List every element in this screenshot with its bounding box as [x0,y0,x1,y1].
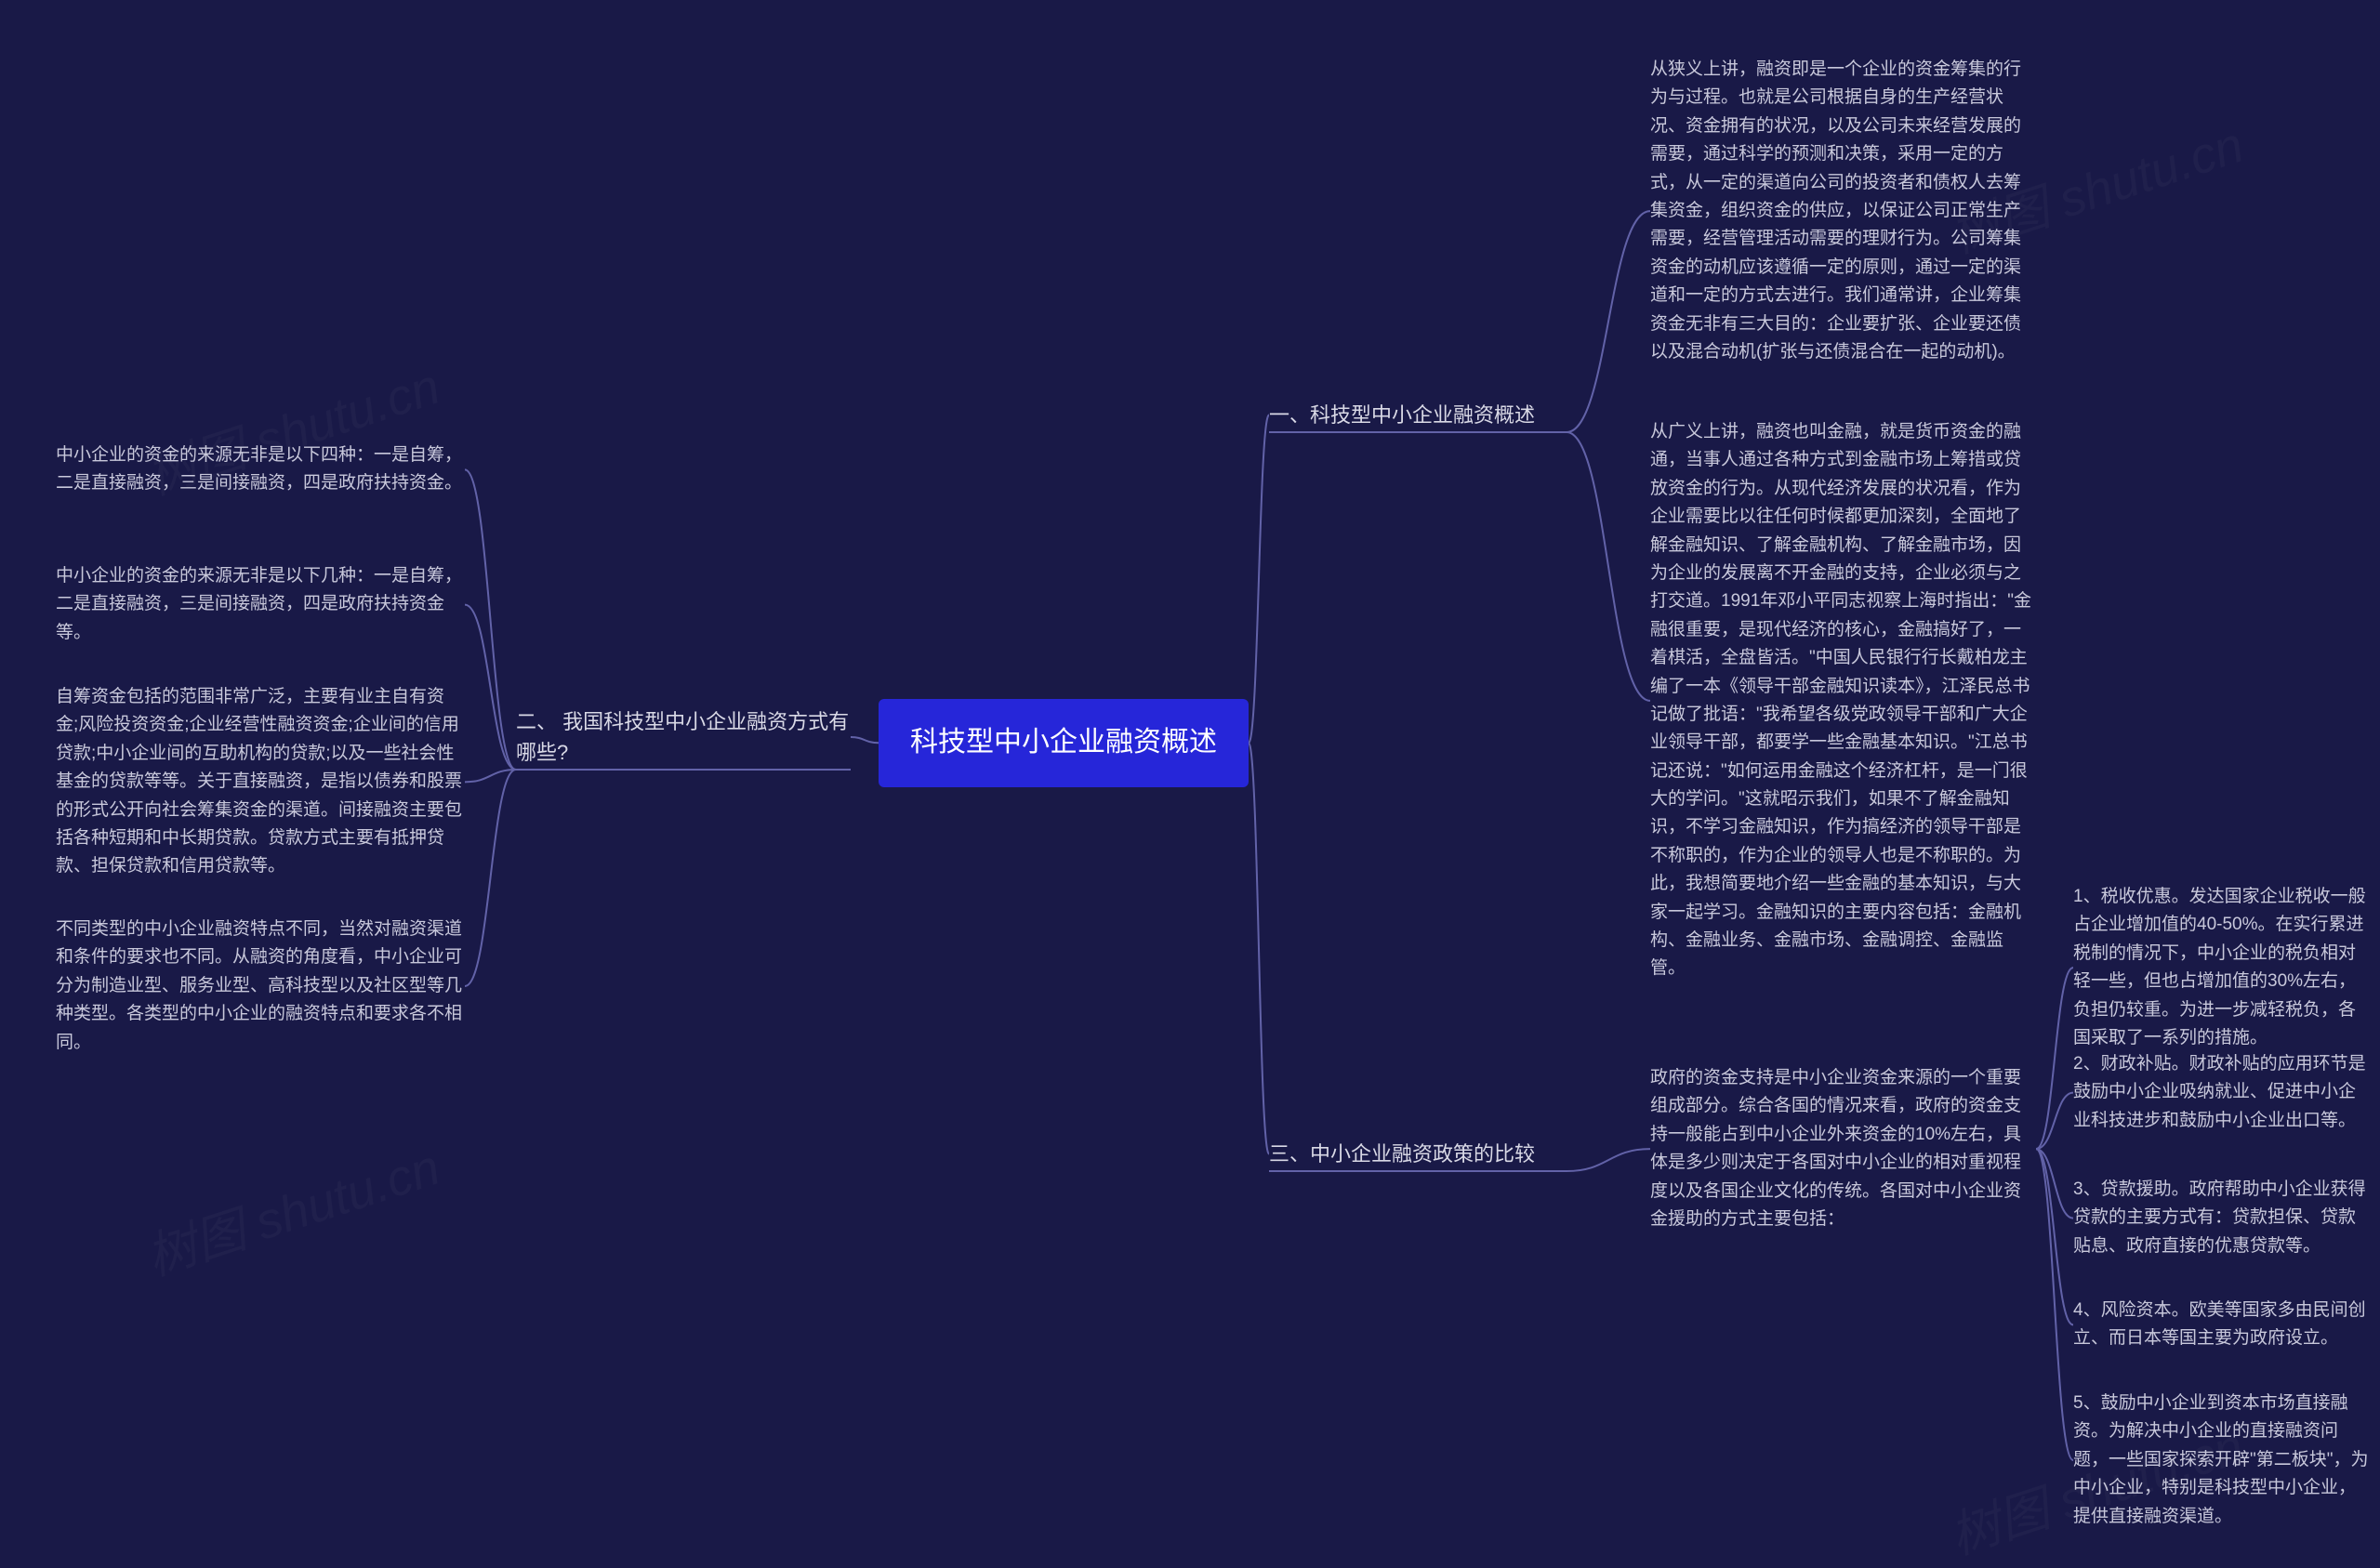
leaf-loan: 3、贷款援助。政府帮助中小企业获得贷款的主要方式有：贷款担保、贷款贴息、政府直接… [2073,1176,2371,1260]
watermark: 树图 shutu.cn [136,1126,448,1289]
leaf-broad-def: 从广义上讲，融资也叫金融，就是货币资金的融通，当事人通过各种方式到金融市场上筹措… [1650,418,2036,983]
leaf-gov-support: 政府的资金支持是中小企业资金来源的一个重要组成部分。综合各国的情况来看，政府的资… [1650,1064,2036,1233]
leaf-subsidy: 2、财政补贴。财政补贴的应用环节是鼓励中小企业吸纳就业、促进中小企业科技进步和鼓… [2073,1050,2371,1135]
branch-china-methods[interactable]: 二、 我国科技型中小企业融资方式有哪些? [516,706,851,768]
root-node[interactable]: 科技型中小企业融资概述 [879,699,1249,787]
leaf-direct-finance: 5、鼓励中小企业到资本市场直接融资。为解决中小企业的直接融资问题，一些国家探索开… [2073,1390,2371,1531]
branch-policy-compare[interactable]: 三、中小企业融资政策的比较 [1269,1139,1567,1169]
leaf-venture: 4、风险资本。欧美等国家多由民间创立、而日本等国主要为政府设立。 [2073,1297,2371,1353]
leaf-sources-2: 中小企业的资金的来源无非是以下几种：一是自筹，二是直接融资，三是间接融资，四是政… [56,562,465,647]
leaf-narrow-def: 从狭义上讲，融资即是一个企业的资金筹集的行为与过程。也就是公司根据自身的生产经营… [1650,56,2036,366]
leaf-self-raise: 自筹资金包括的范围非常广泛，主要有业主自有资金;风险投资资金;企业经营性融资资金… [56,683,465,881]
leaf-types: 不同类型的中小企业融资特点不同，当然对融资渠道和条件的要求也不同。从融资的角度看… [56,916,465,1057]
leaf-four-sources: 中小企业的资金的来源无非是以下四种：一是自筹，二是直接融资，三是间接融资，四是政… [56,441,465,498]
leaf-tax: 1、税收优惠。发达国家企业税收一般占企业增加值的40-50%。在实行累进税制的情… [2073,883,2371,1052]
branch-overview[interactable]: 一、科技型中小企业融资概述 [1269,400,1567,430]
